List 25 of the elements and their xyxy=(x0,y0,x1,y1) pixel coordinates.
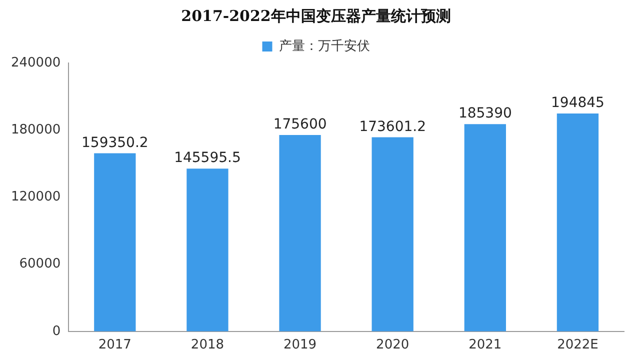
legend-label: 产量：万千安伏 xyxy=(278,38,370,54)
bar xyxy=(372,137,414,332)
chart-title: 2017-2022年中国变压器产量统计预测 xyxy=(181,6,451,25)
x-tick-label: 2018 xyxy=(190,338,224,353)
data-label: 175600 xyxy=(273,116,327,133)
x-tick-label: 2021 xyxy=(468,338,502,353)
bar xyxy=(556,114,599,332)
data-label: 194845 xyxy=(550,95,604,112)
bar xyxy=(186,168,228,332)
y-tick-label: 120000 xyxy=(10,190,61,205)
x-tick-label: 2017 xyxy=(98,338,132,353)
y-tick-label: 180000 xyxy=(10,122,61,138)
y-tick-label: 240000 xyxy=(10,55,61,70)
x-tick-label: 2020 xyxy=(376,338,410,353)
data-label: 173601.2 xyxy=(359,118,426,135)
data-label: 159350.2 xyxy=(82,134,148,151)
data-label: 145595.5 xyxy=(174,150,241,166)
bar xyxy=(279,135,321,332)
bar xyxy=(94,153,136,332)
x-tick-label: 2019 xyxy=(283,338,317,353)
data-label: 185390 xyxy=(458,106,512,122)
bar xyxy=(464,124,506,332)
x-tick-label: 2022E xyxy=(557,338,598,353)
y-tick-label: 60000 xyxy=(19,256,61,272)
y-tick-label: 0 xyxy=(52,324,61,339)
